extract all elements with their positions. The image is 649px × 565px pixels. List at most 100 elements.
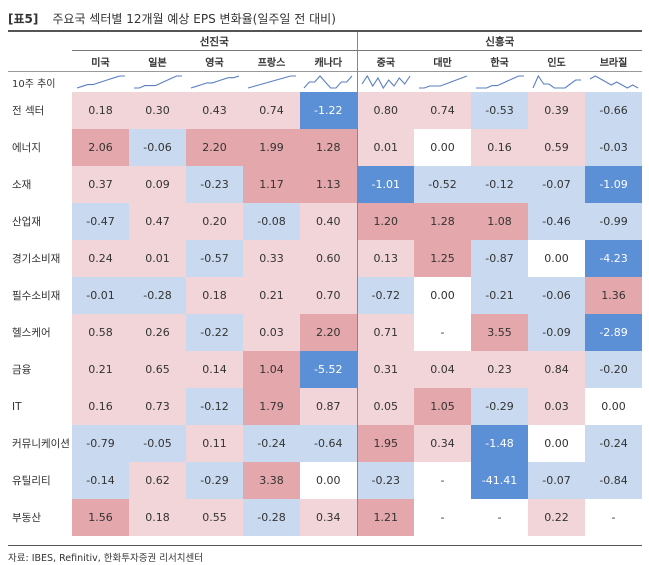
group-header-row: 선진국 신흥국 [8,32,643,51]
value-cell: -0.53 [471,92,529,129]
bottom-rule [8,545,642,546]
value-cell: 0.01 [129,240,186,277]
value-cell: 0.03 [528,388,586,425]
value-cell: 0.84 [528,351,586,388]
country-header: 프랑스 [257,57,286,69]
value-cell: -41.41 [471,462,529,499]
value-cell: -0.09 [528,314,586,351]
value-cell: 0.55 [186,499,243,536]
sparkline-cell [243,72,300,93]
value-cell: 0.37 [72,166,129,203]
table-row: 헬스케어 0.58 0.26 -0.22 0.03 2.20 0.71-3.55 -0.09-… [8,314,643,351]
value-cell: 0.43 [186,92,243,129]
value-cell: 1.56 [72,499,129,536]
value-cell: 1.28 [414,203,472,240]
value-cell: -0.57 [186,240,243,277]
value-cell: 0.11 [186,425,243,462]
value-cell: -0.66 [585,92,643,129]
value-cell: -0.72 [356,277,415,314]
value-cell: 3.38 [243,462,300,499]
value-cell: 2.20 [300,314,358,351]
value-cell: 1.20 [356,203,415,240]
sparkline-path [190,75,239,89]
value-cell: 0.18 [186,277,243,314]
value-cell: -0.12 [471,166,529,203]
sparkline-path [247,75,296,89]
value-cell: 1.13 [300,166,358,203]
value-cell: 0.01 [356,129,415,166]
value-cell: -0.84 [585,462,643,499]
value-cell: 0.47 [129,203,186,240]
value-cell: 0.00 [300,462,358,499]
table-tag: [표5] [8,11,39,26]
value-cell: 0.34 [300,499,358,536]
value-cell: -0.28 [129,277,186,314]
eps-table-frame: 선진국 신흥국 미국 일본 영국 프랑스 캐나다 중국 대만 한국 인도 브라질 10주 추이 전… [8,30,643,546]
group-emerging: 신흥국 [356,32,643,51]
value-cell: 0.58 [72,314,129,351]
value-cell: 1.95 [356,425,415,462]
sparkline [418,75,467,89]
value-cell: -0.21 [471,277,529,314]
country-header-row: 미국 일본 영국 프랑스 캐나다 중국 대만 한국 인도 브라질 [8,50,643,72]
value-cell: - [414,314,472,351]
row-label: 소재 [8,166,72,203]
value-cell: 0.60 [300,240,358,277]
value-cell: -5.52 [300,351,358,388]
row-label: 필수소비재 [8,277,72,314]
value-cell: -1.48 [471,425,529,462]
value-cell: 1.79 [243,388,300,425]
sparkline-cell [585,72,642,93]
country-header: 한국 [490,57,509,69]
value-cell: 0.13 [356,240,415,277]
row-label: 헬스케어 [8,314,72,351]
value-cell: 0.03 [243,314,300,351]
value-cell: -0.29 [471,388,529,425]
value-cell: -0.99 [585,203,643,240]
sparkline-cell [129,72,186,93]
sparkline-path [418,75,467,89]
value-cell: -0.64 [300,425,358,462]
value-cell: 0.33 [243,240,300,277]
value-cell: 2.06 [72,129,129,166]
sparkline-path [589,75,638,89]
country-header: 대만 [433,57,452,69]
value-cell: -0.87 [471,240,529,277]
row-label: 경기소비재 [8,240,72,277]
value-cell: 0.31 [356,351,415,388]
value-cell: -0.22 [186,314,243,351]
sparkline [361,74,411,90]
trend-label: 10주 추이 [8,71,72,92]
value-cell: -0.28 [243,499,300,536]
table-row: 경기소비재 0.24 0.01 -0.57 0.33 0.60 0.13 1.25 -0.87 0… [8,240,643,277]
sparkline [589,75,638,89]
table-row: 에너지 2.06 -0.06 2.20 1.99 1.28 0.01 0.00 0.16 0.59… [8,129,643,166]
sparkline-cell [414,72,471,93]
value-cell: 0.18 [129,499,186,536]
table-row: IT 0.16 0.73 -0.12 1.79 0.87 0.05 1.05 -0.29 0.03… [8,388,643,425]
country-header: 캐나다 [314,57,343,69]
value-cell: 0.71 [356,314,415,351]
value-cell: 2.20 [186,129,243,166]
country-header: 인도 [547,57,566,69]
value-cell: -0.23 [356,462,415,499]
value-cell: 0.18 [72,92,129,129]
sparkline-path [475,75,524,89]
sparkline-cell [186,72,243,93]
value-cell: -0.20 [585,351,643,388]
value-cell: -0.06 [129,129,186,166]
sparkline-path [133,75,182,89]
row-label: 유틸리티 [8,462,72,499]
value-cell: -0.03 [585,129,643,166]
value-cell: -0.07 [528,462,586,499]
table-row: 필수소비재 -0.01 -0.28 0.18 0.21 0.70 -0.72 0.00 -0.2… [8,277,643,314]
value-cell: 0.40 [300,203,358,240]
sparkline [76,75,125,89]
value-cell: 0.05 [356,388,415,425]
trend-row: 10주 추이 [8,71,642,93]
value-cell: -0.14 [72,462,129,499]
row-label: 커뮤니케이션 [8,425,72,462]
source-note: 자료: IBES, Refinitiv, 한화투자증권 리서치센터 [8,553,203,564]
sparkline-cell [72,72,129,93]
value-cell: 0.00 [528,240,586,277]
